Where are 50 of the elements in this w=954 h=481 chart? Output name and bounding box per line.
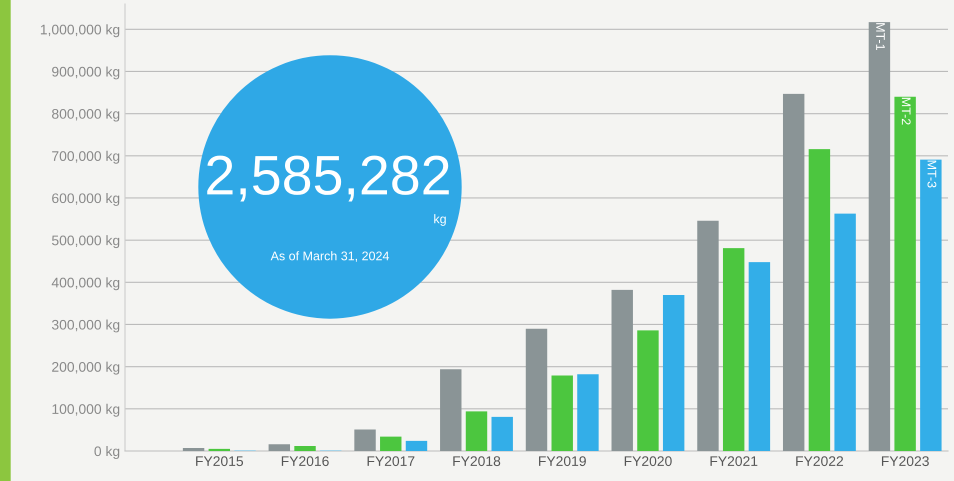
y-tick-label: 600,000 kg [52, 192, 120, 206]
bar [294, 446, 316, 451]
series-label: MT-1 [876, 23, 885, 50]
x-tick-label: FY2021 [710, 456, 758, 466]
bar [552, 376, 573, 451]
series-label: MT-3 [928, 160, 936, 188]
x-tick-label: FY2020 [624, 456, 672, 466]
x-tick-label: FY2015 [196, 456, 244, 466]
y-tick-label: 400,000 kg [52, 277, 120, 290]
x-tick-label: FY2016 [282, 456, 329, 466]
annotation: kg [434, 214, 446, 226]
bar [577, 374, 599, 451]
y-tick-label: 1,000,000 kg [40, 24, 120, 38]
bar [182, 448, 204, 451]
y-tick-label: 200,000 kg [52, 362, 120, 375]
y-tick-label: 100,000 kg [52, 404, 120, 417]
y-tick-label: 300,000 kg [52, 319, 120, 332]
bar [782, 94, 804, 451]
x-tick-label: FY2022 [796, 456, 844, 466]
bar [834, 214, 856, 451]
bar [808, 149, 830, 451]
y-tick-label: 0 kg [94, 446, 120, 459]
bar [491, 416, 513, 451]
x-tick-label: FY2017 [368, 456, 414, 466]
bar [440, 369, 462, 451]
bar [894, 96, 916, 451]
bar [920, 160, 942, 451]
x-tick-label: FY2019 [539, 456, 586, 466]
series-label: MT-2 [902, 98, 911, 125]
y-tick-label: 900,000 kg [52, 66, 120, 80]
bar [637, 330, 659, 451]
x-tick-label: FY2023 [882, 456, 929, 466]
bar [722, 248, 744, 451]
annotation: 2,585,282 [207, 156, 449, 202]
bar [380, 436, 402, 451]
bar [268, 444, 290, 451]
bar [748, 262, 770, 451]
y-tick-label: 500,000 kg [52, 235, 120, 248]
y-tick-label: 700,000 kg [52, 150, 120, 164]
bar [526, 328, 548, 451]
bar [354, 429, 376, 451]
bar [697, 220, 719, 451]
bar [466, 411, 488, 451]
x-tick-label: FY2018 [453, 456, 500, 466]
bar [868, 22, 890, 451]
y-tick-label: 800,000 kg [52, 108, 120, 122]
bar [662, 294, 684, 451]
annotation: As of March 31, 2024 [270, 251, 390, 262]
bar [406, 440, 428, 451]
bar [612, 290, 633, 451]
